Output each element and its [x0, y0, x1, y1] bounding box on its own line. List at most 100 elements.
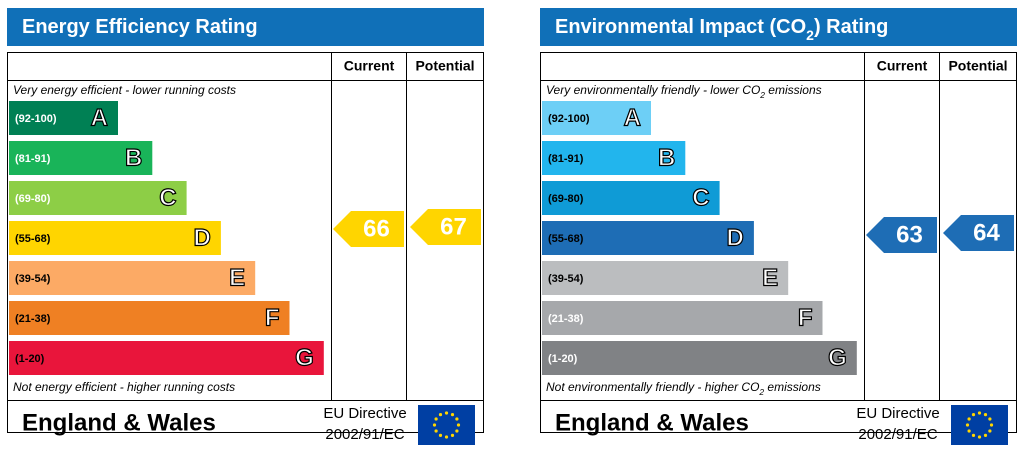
bottom-note-part: Not environmentally friendly - higher CO	[546, 380, 759, 394]
band	[542, 181, 720, 215]
eu-star	[989, 423, 994, 427]
band-letter: A	[91, 104, 108, 131]
top-note: Very energy efficient - lower running co…	[13, 83, 236, 97]
eu-star	[971, 413, 976, 417]
band-letter: F	[265, 304, 280, 331]
rating-arrow	[333, 211, 404, 247]
panel-title: Energy Efficiency Rating	[22, 16, 258, 38]
band	[9, 221, 221, 255]
band-range: (1-20)	[15, 353, 45, 365]
band	[542, 301, 823, 335]
band-range: (92-100)	[15, 113, 57, 125]
panel-title-part: Energy Efficiency Rating	[22, 16, 258, 38]
band-range: (39-54)	[15, 273, 51, 285]
eu-flag	[951, 405, 1008, 445]
band-range: (39-54)	[548, 273, 584, 285]
band	[9, 341, 324, 375]
column-header: Potential	[948, 58, 1007, 74]
band-range: (69-80)	[548, 193, 584, 205]
band-range: (21-38)	[15, 313, 51, 325]
band	[9, 141, 153, 175]
column-header: Potential	[415, 58, 474, 74]
eu-star	[971, 433, 976, 437]
rating-arrow	[866, 217, 937, 253]
directive: 2002/91/EC	[325, 426, 404, 443]
eu-star	[988, 429, 992, 433]
column-header: Current	[877, 58, 928, 74]
eu-star	[455, 429, 459, 433]
band-letter: E	[762, 264, 778, 291]
directive: EU Directive	[323, 405, 406, 422]
top-note-part: 2	[759, 90, 765, 100]
directive: EU Directive	[856, 405, 939, 422]
top-note-part: emissions	[765, 83, 822, 97]
eu-star	[977, 411, 982, 415]
band-letter: D	[194, 224, 211, 251]
eu-star	[965, 423, 970, 427]
region: England & Wales	[22, 409, 216, 436]
eu-star	[450, 413, 455, 417]
eu-star	[967, 429, 971, 433]
bottom-note-part: emissions	[764, 380, 821, 394]
title-bar	[7, 8, 484, 46]
top-note-part: Very environmentally friendly - lower CO	[546, 83, 760, 97]
rating-arrow	[410, 209, 481, 245]
band-range: (69-80)	[15, 193, 51, 205]
eu-star	[455, 417, 459, 421]
bottom-note: Not environmentally friendly - higher CO…	[546, 380, 821, 397]
band-range: (55-68)	[548, 233, 584, 245]
eu-star	[444, 411, 449, 415]
eu-star	[438, 413, 443, 417]
eu-star	[438, 433, 443, 437]
rating-value: 66	[363, 215, 390, 242]
eu-star	[434, 429, 438, 433]
band-letter: B	[658, 144, 675, 171]
panel-title-part: ) Rating	[814, 16, 888, 38]
band	[9, 261, 256, 295]
table-frame	[7, 52, 484, 433]
band-range: (55-68)	[15, 233, 51, 245]
title-bar	[540, 8, 1017, 46]
column-header: Current	[344, 58, 395, 74]
rating-value: 63	[896, 221, 923, 248]
eu-star	[456, 423, 461, 427]
band-letter: B	[125, 144, 142, 171]
eu-star	[967, 417, 971, 421]
band-letter: G	[295, 344, 314, 371]
band-letter: D	[727, 224, 744, 251]
band	[542, 141, 686, 175]
band	[542, 341, 857, 375]
region: England & Wales	[555, 409, 749, 436]
rating-arrow	[943, 215, 1014, 251]
band	[9, 101, 118, 135]
panel-title-part: 2	[806, 27, 814, 43]
band-letter: C	[692, 184, 709, 211]
table-frame	[540, 52, 1017, 433]
band-range: (1-20)	[548, 353, 578, 365]
eu-star	[988, 417, 992, 421]
band	[542, 221, 754, 255]
eu-star	[450, 433, 455, 437]
directive: 2002/91/EC	[858, 426, 937, 443]
band-range: (81-91)	[15, 153, 51, 165]
eu-flag	[418, 405, 475, 445]
top-note-part: Very energy efficient - lower running co…	[13, 83, 236, 97]
eu-star	[983, 433, 988, 437]
rating-value: 67	[440, 213, 467, 240]
eu-star	[444, 435, 449, 439]
band-letter: C	[159, 184, 176, 211]
band-range: (81-91)	[548, 153, 584, 165]
rating-value: 64	[973, 219, 1000, 246]
top-note: Very environmentally friendly - lower CO…	[546, 83, 822, 100]
band-range: (92-100)	[548, 113, 590, 125]
band	[9, 301, 290, 335]
eu-star	[432, 423, 437, 427]
bottom-note-part: Not energy efficient - higher running co…	[13, 380, 235, 394]
band-range: (21-38)	[548, 313, 584, 325]
eu-star	[983, 413, 988, 417]
bottom-note-part: 2	[758, 387, 764, 397]
band	[542, 261, 789, 295]
bottom-note: Not energy efficient - higher running co…	[13, 380, 235, 394]
band-letter: A	[624, 104, 641, 131]
